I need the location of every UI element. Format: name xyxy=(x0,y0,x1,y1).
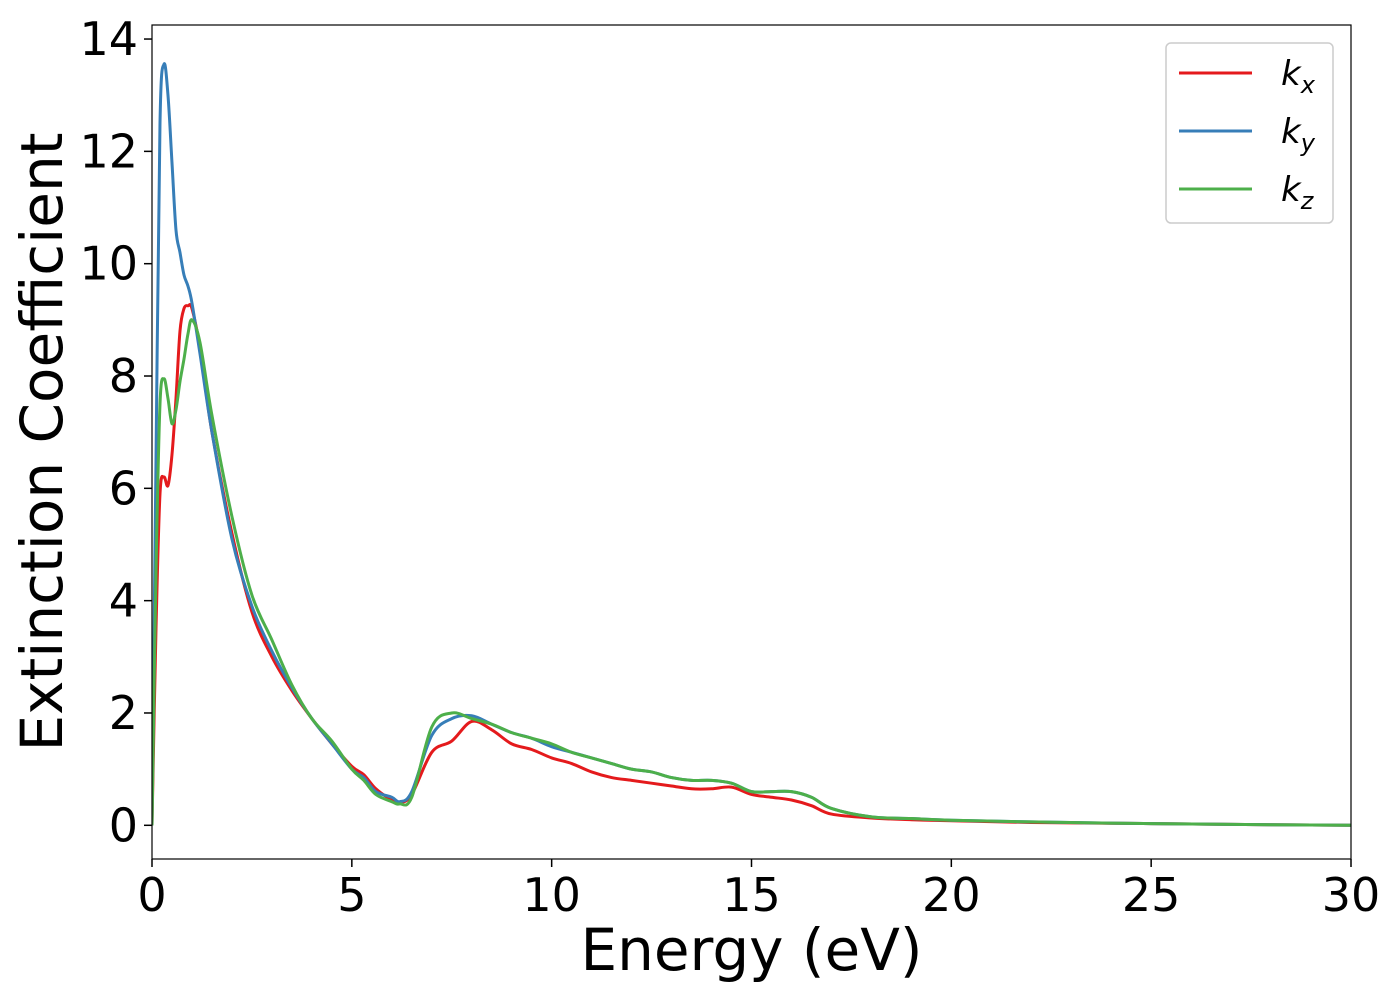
x-tick-label: 0 xyxy=(137,868,166,922)
x-tick-label: 30 xyxy=(1322,868,1381,922)
series-line-kz xyxy=(152,318,1351,827)
x-tick-label: 25 xyxy=(1122,868,1181,922)
y-tick-label: 4 xyxy=(109,574,138,628)
y-tick-label: 6 xyxy=(109,461,138,515)
y-tick-label: 2 xyxy=(109,686,138,740)
x-tick-label: 5 xyxy=(337,868,366,922)
y-tick-label: 10 xyxy=(79,237,138,291)
x-tick-label: 10 xyxy=(522,868,581,922)
y-tick-label: 14 xyxy=(79,12,138,66)
y-tick-label: 0 xyxy=(109,798,138,852)
series-line-kx xyxy=(152,303,1351,827)
x-axis-title: Energy (eV) xyxy=(580,916,922,984)
y-axis: 0 2 4 6 8 10 12 14 xyxy=(79,12,152,852)
x-tick-label: 20 xyxy=(922,868,981,922)
y-axis-title: Extinction Coefficient xyxy=(8,133,76,752)
x-tick-label: 15 xyxy=(722,868,781,922)
legend-box xyxy=(1165,42,1334,224)
x-axis: 0 5 10 15 20 25 30 xyxy=(137,859,1380,922)
series-layer xyxy=(152,62,1351,827)
y-tick-label: 8 xyxy=(109,349,138,403)
y-tick-label: 12 xyxy=(79,124,138,178)
